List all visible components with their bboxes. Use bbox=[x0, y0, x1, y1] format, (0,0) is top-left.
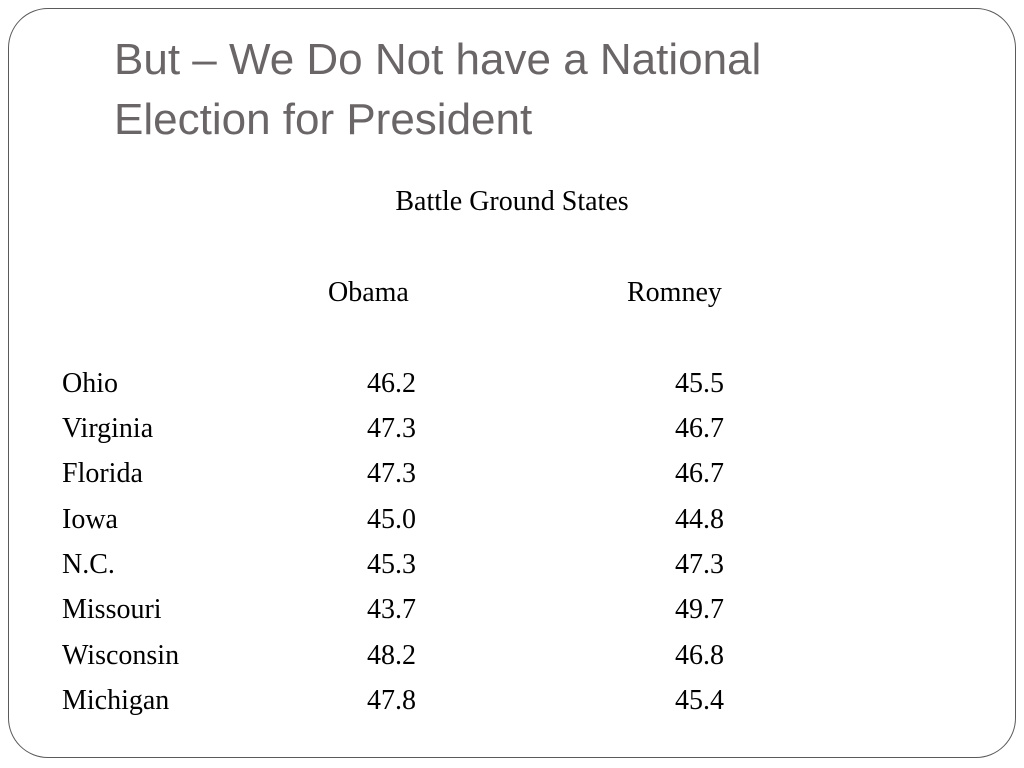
state-name: Missouri bbox=[62, 594, 162, 625]
state-name: Iowa bbox=[62, 504, 118, 535]
title-line-1: But – We Do Not have a National bbox=[114, 35, 762, 84]
table-row: Michigan 47.8 45.4 bbox=[0, 687, 1024, 717]
romney-value: 46.7 bbox=[675, 458, 724, 489]
romney-value: 44.8 bbox=[675, 504, 724, 535]
slide-frame bbox=[8, 8, 1016, 758]
obama-value: 45.3 bbox=[367, 549, 416, 580]
romney-value: 45.5 bbox=[675, 368, 724, 399]
obama-value: 45.0 bbox=[367, 504, 416, 535]
state-name: Florida bbox=[62, 458, 143, 489]
state-name: Ohio bbox=[62, 368, 118, 399]
table-row: Missouri 43.7 49.7 bbox=[0, 596, 1024, 626]
romney-value: 49.7 bbox=[675, 594, 724, 625]
state-name: N.C. bbox=[62, 549, 115, 580]
table-row: Virginia 47.3 46.7 bbox=[0, 415, 1024, 445]
obama-value: 47.3 bbox=[367, 413, 416, 444]
column-header-romney: Romney bbox=[627, 277, 722, 308]
column-header-obama: Obama bbox=[328, 277, 409, 308]
state-name: Virginia bbox=[62, 413, 154, 444]
romney-value: 47.3 bbox=[675, 549, 724, 580]
state-name: Michigan bbox=[62, 685, 170, 716]
obama-value: 46.2 bbox=[367, 368, 416, 399]
obama-value: 47.3 bbox=[367, 458, 416, 489]
table-row: Wisconsin 48.2 46.8 bbox=[0, 642, 1024, 672]
obama-value: 48.2 bbox=[367, 640, 416, 671]
romney-value: 45.4 bbox=[675, 685, 724, 716]
table-subtitle: Battle Ground States bbox=[395, 186, 629, 217]
slide-title: But – We Do Not have a National Election… bbox=[114, 30, 914, 150]
table-row: Florida 47.3 46.7 bbox=[0, 460, 1024, 490]
romney-value: 46.7 bbox=[675, 413, 724, 444]
title-line-2: Election for President bbox=[114, 95, 533, 144]
table-row: Iowa 45.0 44.8 bbox=[0, 506, 1024, 536]
romney-value: 46.8 bbox=[675, 640, 724, 671]
obama-value: 43.7 bbox=[367, 594, 416, 625]
table-row: N.C. 45.3 47.3 bbox=[0, 551, 1024, 581]
obama-value: 47.8 bbox=[367, 685, 416, 716]
table-row: Ohio 46.2 45.5 bbox=[0, 370, 1024, 400]
state-name: Wisconsin bbox=[62, 640, 180, 671]
